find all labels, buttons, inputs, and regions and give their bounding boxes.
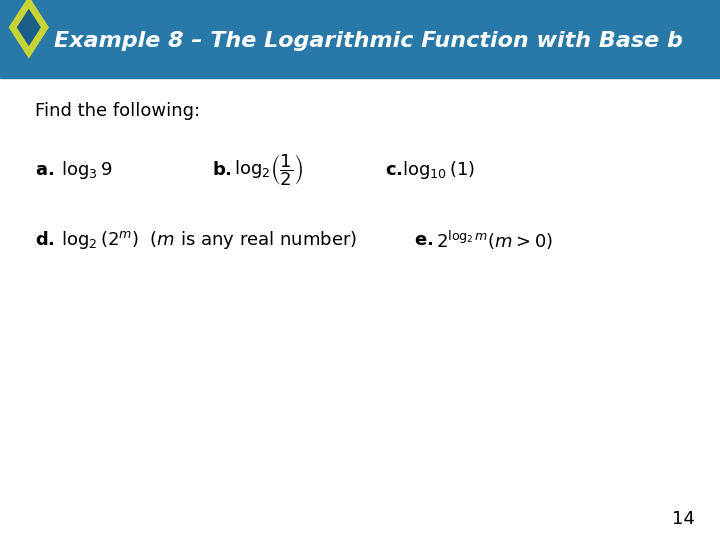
Text: 14: 14 bbox=[672, 510, 695, 529]
Text: $2^{\log_2 m}(m > 0)$: $2^{\log_2 m}(m > 0)$ bbox=[436, 229, 553, 252]
Text: $\log_3 9$: $\log_3 9$ bbox=[61, 159, 112, 181]
Text: $\log_{10}(1)$: $\log_{10}(1)$ bbox=[402, 159, 474, 181]
Text: $\log_2\!\left(\dfrac{1}{2}\right)$: $\log_2\!\left(\dfrac{1}{2}\right)$ bbox=[234, 152, 303, 188]
Polygon shape bbox=[17, 9, 41, 46]
Text: $\mathbf{c.}$: $\mathbf{c.}$ bbox=[385, 161, 403, 179]
Text: Find the following:: Find the following: bbox=[35, 102, 199, 120]
Text: $\mathbf{d.}$: $\mathbf{d.}$ bbox=[35, 231, 55, 249]
Polygon shape bbox=[9, 0, 49, 59]
Text: $\mathbf{e.}$: $\mathbf{e.}$ bbox=[414, 231, 433, 249]
Bar bbox=[0, 0, 720, 78]
Text: $\mathbf{b.}$: $\mathbf{b.}$ bbox=[212, 161, 233, 179]
Text: $\mathbf{a.}$: $\mathbf{a.}$ bbox=[35, 161, 54, 179]
Text: Example 8 – The Logarithmic Function with Base b: Example 8 – The Logarithmic Function wit… bbox=[54, 31, 683, 51]
Text: $\log_2(2^m)$  $(m$ is any real number$)$: $\log_2(2^m)$ $(m$ is any real number$)$ bbox=[61, 230, 357, 251]
